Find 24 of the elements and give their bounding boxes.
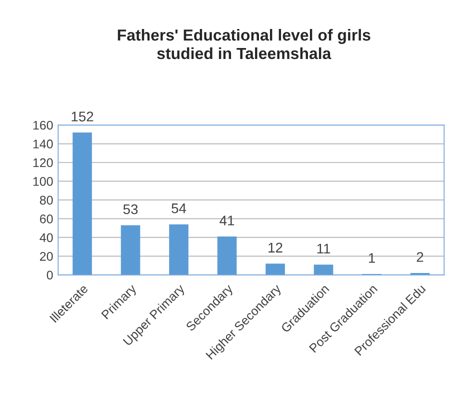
bar [314, 264, 334, 275]
data-label: 54 [172, 204, 186, 214]
y-tick-label: 100 [33, 177, 53, 186]
data-label: 1 [368, 253, 375, 263]
bar [266, 264, 285, 275]
bar [72, 132, 92, 275]
data-label: 41 [220, 216, 234, 226]
y-tick-label: 60 [40, 214, 53, 224]
y-tick-label: 140 [33, 140, 53, 148]
y-tick-label: 80 [40, 196, 53, 205]
y-tick-label: 160 [33, 120, 53, 130]
y-tick-label: 0 [46, 270, 53, 280]
bar [120, 225, 140, 275]
data-label: 12 [268, 242, 282, 252]
data-label: 152 [72, 112, 94, 122]
bar [169, 224, 188, 275]
data-label: 53 [123, 204, 138, 214]
chart-title: Fathers' Educational level of girls studied in Taleemshala [118, 28, 370, 60]
data-label: 11 [317, 244, 330, 254]
y-tick-label: 120 [33, 158, 53, 168]
y-tick-label: 40 [40, 233, 53, 242]
bar [217, 236, 237, 275]
y-tick-label: 20 [40, 252, 53, 261]
data-label: 2 [416, 252, 424, 262]
